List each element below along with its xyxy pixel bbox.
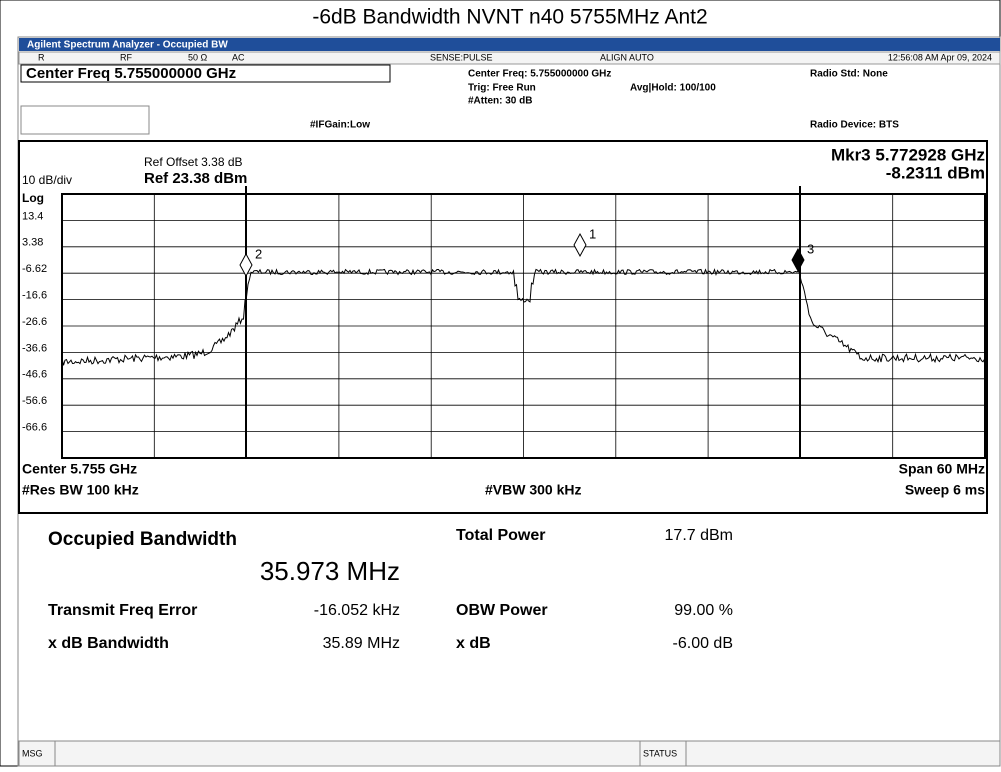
ref: Ref 23.38 dBm — [144, 170, 247, 187]
marker-label: 2 — [255, 246, 262, 261]
vbw: #VBW 300 kHz — [485, 482, 581, 498]
y-label: 3.38 — [22, 237, 43, 249]
tp-label: Total Power — [456, 527, 546, 544]
status-r: R — [38, 52, 45, 62]
y-label: 13.4 — [22, 210, 43, 222]
marker-diamond — [239, 252, 253, 278]
xdbbw-value: 35.89 MHz — [323, 635, 400, 652]
marker-label: 3 — [807, 241, 814, 256]
marker-diamond — [573, 232, 587, 258]
marker-diamond — [791, 247, 805, 273]
center-label: Center 5.755 GHz — [22, 461, 137, 477]
center-small: Center Freq: 5.755000000 GHz — [468, 69, 611, 80]
trace — [61, 268, 985, 366]
status-ac: AC — [232, 52, 245, 62]
tfe-value: -16.052 kHz — [314, 602, 400, 619]
obw-value: 35.973 MHz — [260, 556, 400, 586]
radio-device: Radio Device: BTS — [810, 120, 899, 131]
ifgain: #IFGain:Low — [310, 120, 370, 131]
sweep: Sweep 6 ms — [905, 482, 985, 498]
scale: 10 dB/div — [22, 173, 72, 187]
plot-panel — [18, 140, 988, 514]
y-label: -16.6 — [22, 290, 47, 302]
input-box — [20, 105, 150, 135]
status-time: 12:56:08 AM Apr 09, 2024 — [888, 52, 992, 62]
status-rf: RF — [120, 52, 132, 62]
window-title: Agilent Spectrum Analyzer - Occupied BW — [27, 40, 228, 51]
y-label: -56.6 — [22, 395, 47, 407]
obwp-value: 99.00 % — [674, 602, 733, 619]
avg: Avg|Hold: 100/100 — [630, 83, 716, 94]
xdbbw-label: x dB Bandwidth — [48, 635, 169, 652]
y-label: -66.6 — [22, 422, 47, 434]
status: STATUS — [643, 748, 677, 758]
marker-freq: Mkr3 5.772928 GHz — [831, 145, 985, 164]
status-sense: SENSE:PULSE — [430, 52, 493, 62]
status-ohm: 50 Ω — [188, 52, 208, 62]
center-box — [20, 64, 391, 83]
graticule: 13.4 3.38 -6.62 -16.6 -26.6 -36.6 -46.6 -56.6 -6… — [22, 186, 986, 459]
y-label: -36.6 — [22, 342, 47, 354]
status-row — [18, 51, 1001, 65]
y-label: -26.6 — [22, 316, 47, 328]
obwp-label: OBW Power — [456, 602, 548, 619]
y-label: -46.6 — [22, 369, 47, 381]
y-label: -6.62 — [22, 263, 47, 275]
ref-offset: Ref Offset 3.38 dB — [144, 155, 243, 169]
tfe-label: Transmit Freq Error — [48, 602, 197, 619]
res-bw: #Res BW 100 kHz — [22, 482, 139, 498]
msg: MSG — [22, 748, 43, 758]
center-freq: Center Freq 5.755000000 GHz — [26, 65, 236, 82]
marker-label: 1 — [589, 226, 596, 241]
results: Occupied Bandwidth 35.973 MHz Total Powe… — [48, 527, 733, 652]
status-align: ALIGN AUTO — [600, 52, 654, 62]
span: Span 60 MHz — [899, 461, 985, 477]
marker-value: -8.2311 dBm — [886, 163, 985, 182]
title-bar — [19, 38, 1000, 51]
obw-label: Occupied Bandwidth — [48, 529, 237, 550]
log: Log — [22, 191, 44, 205]
radio-std: Radio Std: None — [810, 69, 888, 80]
page-title: -6dB Bandwidth NVNT n40 5755MHz Ant2 — [312, 6, 707, 29]
xdb-label: x dB — [456, 635, 491, 652]
tp-value: 17.7 dBm — [665, 527, 733, 544]
atten: #Atten: 30 dB — [468, 96, 532, 107]
trig: Trig: Free Run — [468, 83, 536, 94]
xdb-value: -6.00 dB — [673, 635, 733, 652]
footer — [18, 740, 1001, 767]
